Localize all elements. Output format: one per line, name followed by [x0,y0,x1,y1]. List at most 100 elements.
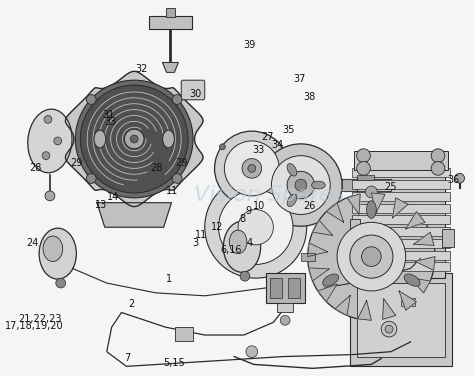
Circle shape [44,115,52,123]
Circle shape [337,222,406,291]
Circle shape [80,85,188,193]
Text: 21,22,23: 21,22,23 [18,314,62,324]
Polygon shape [414,232,434,246]
Ellipse shape [94,130,106,148]
Ellipse shape [39,228,76,279]
Circle shape [295,179,307,191]
Text: 9: 9 [245,206,251,216]
Polygon shape [371,193,385,213]
Bar [356,283,445,356]
Bar [352,192,450,201]
Bar [277,303,293,312]
Bar [356,165,445,278]
Circle shape [86,95,96,105]
Circle shape [56,278,65,288]
Bar [354,151,448,170]
Circle shape [246,346,258,358]
Bar [271,278,282,298]
Text: 26: 26 [303,201,316,211]
Ellipse shape [366,201,376,218]
Bar [350,273,452,366]
Circle shape [381,321,397,337]
Text: 29: 29 [175,158,188,168]
Text: 6,16: 6,16 [220,245,242,255]
Circle shape [431,149,445,162]
Text: 27: 27 [262,132,274,142]
Circle shape [238,209,273,245]
Circle shape [242,159,262,178]
Text: 35: 35 [282,125,295,135]
Polygon shape [347,194,360,214]
Text: 11: 11 [195,230,208,240]
Polygon shape [326,203,344,222]
Circle shape [75,80,193,198]
Circle shape [356,162,370,175]
Circle shape [205,176,307,278]
Bar [352,239,450,248]
Text: 31: 31 [102,110,115,120]
Text: 8: 8 [239,214,245,224]
Text: 13: 13 [95,200,107,209]
Text: 39: 39 [243,40,255,50]
Bar [356,175,374,180]
Text: 24: 24 [27,238,39,247]
Text: 28: 28 [29,163,42,173]
Circle shape [272,156,330,214]
Circle shape [240,271,250,281]
Polygon shape [410,278,430,293]
Polygon shape [383,299,396,319]
Circle shape [365,186,377,198]
Bar [352,180,450,189]
Ellipse shape [223,221,261,272]
Bar [401,298,414,306]
Ellipse shape [287,164,297,176]
Ellipse shape [229,230,247,254]
Text: Vision Spares: Vision Spares [194,185,344,205]
Text: 10: 10 [253,201,265,211]
Bar [442,229,454,247]
Polygon shape [163,62,178,72]
Bar [352,251,450,259]
Text: 36: 36 [447,175,460,185]
Bar [149,15,192,29]
Bar [301,253,315,261]
Circle shape [42,152,50,159]
Circle shape [215,131,289,206]
Ellipse shape [311,181,325,189]
Text: 32: 32 [135,64,147,74]
Polygon shape [97,203,172,227]
Text: 28: 28 [150,163,163,173]
Text: 4: 4 [246,238,253,247]
Polygon shape [318,284,337,302]
Bar [352,215,450,224]
Text: 11: 11 [166,186,178,196]
Polygon shape [415,256,435,270]
Circle shape [130,135,138,143]
Polygon shape [399,291,417,310]
FancyBboxPatch shape [181,80,205,100]
Polygon shape [308,243,328,256]
Circle shape [248,164,256,172]
Bar [265,273,305,303]
Circle shape [455,173,465,183]
Circle shape [124,129,144,149]
Circle shape [385,325,393,333]
Ellipse shape [163,130,174,148]
Text: 33: 33 [253,146,265,155]
Polygon shape [342,179,391,191]
Circle shape [356,149,370,162]
Ellipse shape [28,109,72,173]
Circle shape [172,174,182,183]
Circle shape [280,315,290,325]
Text: 1: 1 [166,274,172,284]
Ellipse shape [323,274,338,286]
Bar [352,227,450,236]
Circle shape [86,174,96,183]
Polygon shape [406,212,425,229]
Polygon shape [392,198,408,218]
Circle shape [431,162,445,175]
Ellipse shape [43,236,63,261]
Bar [175,327,193,341]
Circle shape [350,235,393,278]
Circle shape [219,144,225,150]
